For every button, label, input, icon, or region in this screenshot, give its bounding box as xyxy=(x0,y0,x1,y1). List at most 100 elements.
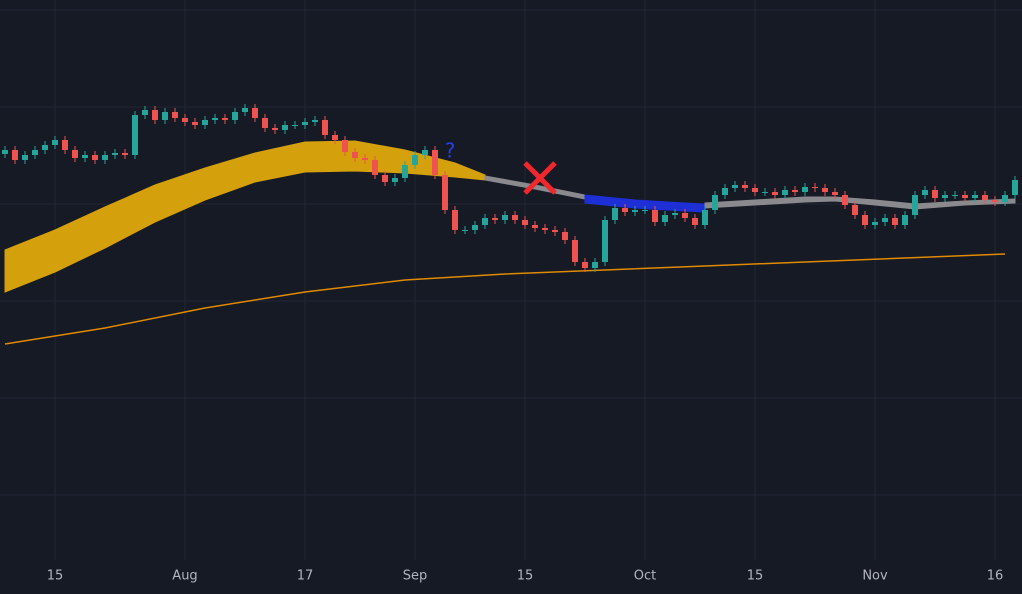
candle-body xyxy=(412,155,418,165)
candle-body xyxy=(742,185,748,188)
candle-body xyxy=(1002,195,1008,202)
candle-body xyxy=(262,118,268,128)
candle-body xyxy=(782,190,788,195)
candle-body xyxy=(562,232,568,240)
candle-body xyxy=(512,215,518,220)
candle-body xyxy=(52,140,58,145)
candle-body xyxy=(582,262,588,268)
candle-body xyxy=(812,187,818,188)
moving-average xyxy=(4,253,1006,345)
candle-body xyxy=(292,125,298,126)
candle-body xyxy=(652,210,658,222)
candle-body xyxy=(152,110,158,120)
candle-body xyxy=(382,175,388,182)
candle-body xyxy=(902,215,908,225)
candle-body xyxy=(92,155,98,160)
candle-body xyxy=(272,128,278,130)
candle-body xyxy=(162,112,168,120)
candle-body xyxy=(2,150,8,154)
candle-body xyxy=(392,178,398,182)
candle-body xyxy=(842,195,848,205)
candle-body xyxy=(452,210,458,230)
x-tick-label: Sep xyxy=(403,569,428,584)
candle-body xyxy=(212,118,218,120)
candle-body xyxy=(32,150,38,155)
candle-body xyxy=(282,125,288,130)
candle-body xyxy=(542,228,548,230)
candle-body xyxy=(712,195,718,210)
candle-body xyxy=(12,150,18,160)
x-tick-label: 17 xyxy=(297,569,314,584)
candle-body xyxy=(132,115,138,155)
candle-body xyxy=(62,140,68,150)
candle-body xyxy=(962,195,968,198)
candle-body xyxy=(882,218,888,222)
candle-body xyxy=(822,188,828,192)
candle-body xyxy=(232,112,238,120)
candle-body xyxy=(662,215,668,222)
candle-body xyxy=(342,140,348,152)
candle-body xyxy=(532,225,538,228)
x-tick-label: 16 xyxy=(987,569,1004,584)
x-tick-label: Aug xyxy=(172,569,197,584)
candle-body xyxy=(312,120,318,122)
candle-body xyxy=(642,210,648,211)
candle-body xyxy=(102,155,108,160)
candle-body xyxy=(632,210,638,212)
candle-body xyxy=(572,240,578,262)
candle-body xyxy=(182,118,188,122)
candle-body xyxy=(372,160,378,175)
candle-body xyxy=(242,108,248,112)
candle-body xyxy=(472,225,478,230)
candle-body xyxy=(972,195,978,198)
candle-body xyxy=(872,222,878,225)
x-tick-label: 15 xyxy=(747,569,764,584)
candle-body xyxy=(192,122,198,125)
candle-body xyxy=(762,192,768,193)
candle-body xyxy=(352,152,358,158)
candle-body xyxy=(402,165,408,178)
candle-body xyxy=(792,190,798,192)
candle-body xyxy=(302,122,308,125)
candle-body xyxy=(522,220,528,225)
candle-body xyxy=(602,220,608,262)
candle-body xyxy=(322,120,328,135)
candle-body xyxy=(992,200,998,202)
candle-body xyxy=(482,218,488,225)
candle-body xyxy=(332,135,338,140)
candle-body xyxy=(202,120,208,125)
candle-body xyxy=(852,205,858,215)
candle-body xyxy=(772,192,778,195)
candle-body xyxy=(732,185,738,188)
candle-body xyxy=(952,195,958,196)
cross-marker xyxy=(523,161,557,195)
x-tick-label: Oct xyxy=(634,569,656,584)
candle-body xyxy=(552,230,558,232)
candle-body xyxy=(42,145,48,150)
candle-body xyxy=(912,195,918,215)
candle-body xyxy=(622,208,628,212)
candle-body xyxy=(1012,180,1018,195)
candle-body xyxy=(172,112,178,118)
candle-body xyxy=(492,218,498,220)
candle-body xyxy=(722,188,728,195)
x-tick-label: 15 xyxy=(47,569,64,584)
candle-body xyxy=(122,153,128,155)
x-tick-label: Nov xyxy=(862,569,888,584)
candle-body xyxy=(802,187,808,192)
candle-body xyxy=(142,110,148,115)
candle-body xyxy=(462,230,468,231)
candle-body xyxy=(422,150,428,155)
candle-body xyxy=(432,150,438,175)
candle-body xyxy=(922,190,928,195)
candle-body xyxy=(982,195,988,200)
candle-body xyxy=(682,213,688,218)
candle-body xyxy=(502,215,508,220)
candle-body xyxy=(612,208,618,220)
annotation: ? xyxy=(445,139,456,163)
candle-body xyxy=(932,190,938,198)
candle-body xyxy=(702,210,708,225)
